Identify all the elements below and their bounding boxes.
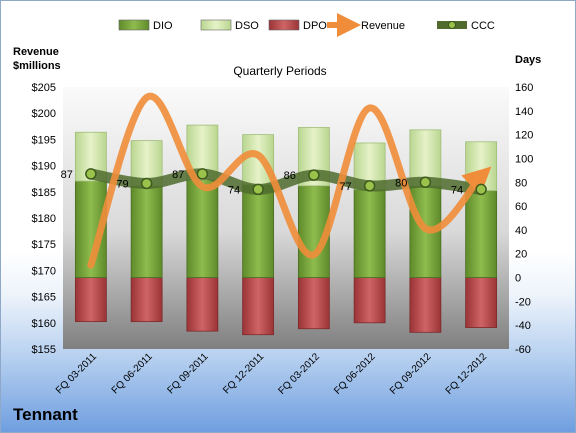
ccc-point (308, 169, 320, 181)
legend-label-dio: DIO (153, 20, 173, 32)
left-tick-label: $165 (32, 292, 56, 304)
dpo-bar (130, 277, 163, 323)
left-tick-label: $195 (32, 134, 56, 146)
x-tick-label: FQ 12-2012 (444, 351, 490, 397)
dpo-bar (186, 277, 219, 332)
x-tick-label: FQ 06-2012 (332, 351, 378, 397)
x-tick-label: FQ 06-2011 (110, 351, 155, 396)
legend-label-revenue: Revenue (361, 20, 405, 32)
legend-swatch-dio (118, 19, 150, 31)
dpo-bar (297, 277, 330, 330)
ccc-data-label: 74 (451, 184, 463, 196)
x-tick-label: FQ 03-2012 (276, 351, 322, 397)
ccc-point (196, 168, 209, 180)
ccc-data-label: 77 (339, 181, 351, 193)
x-tick-label: FQ 09-2011 (166, 351, 211, 396)
dpo-bar (242, 277, 275, 336)
right-tick-label: -20 (515, 296, 531, 308)
ccc-point (252, 183, 264, 196)
left-tick-label: $190 (32, 161, 56, 173)
right-tick-label: 160 (515, 82, 533, 94)
left-tick-label: $180 (32, 213, 56, 225)
left-tick-label: $170 (32, 265, 56, 277)
dio-bar (130, 185, 163, 278)
legend: DIO DSO DPO Revenue CCC (118, 13, 495, 37)
x-tick-label: FQ 12-2011 (221, 351, 266, 396)
ccc-point (85, 168, 97, 180)
legend-label-dso: DSO (235, 20, 259, 32)
chart-title: Quarterly Periods (233, 64, 326, 78)
dio-bar (186, 179, 219, 278)
right-tick-label: 0 (515, 273, 521, 285)
ccc-data-label: 80 (395, 177, 407, 189)
dpo-bar (74, 277, 107, 323)
legend-swatch-dso (200, 19, 232, 31)
dio-bar (465, 190, 498, 278)
ccc-point (363, 180, 376, 192)
left-axis-ticks: $155 $160 $165 $170 $175 $180 $185 $190 $195 $200… (32, 82, 56, 356)
company-name: Tennant (13, 405, 78, 424)
right-tick-label: 40 (515, 225, 527, 237)
right-axis-label: Days (515, 54, 541, 66)
right-tick-label: 120 (515, 130, 533, 142)
left-tick-label: $205 (32, 82, 56, 94)
ccc-data-label: 74 (228, 184, 240, 196)
dio-bar (242, 184, 275, 278)
ccc-data-label: 86 (284, 170, 296, 182)
x-tick-label: FQ 09-2012 (388, 351, 434, 397)
right-tick-label: 60 (515, 201, 527, 213)
left-axis-label: Revenue $millions (13, 46, 61, 72)
ccc-data-label: 79 (116, 178, 128, 190)
legend-label-ccc: CCC (471, 20, 495, 32)
x-tick-label: FQ 03-2011 (54, 351, 99, 396)
right-tick-label: 80 (515, 177, 527, 189)
ccc-point (140, 177, 153, 190)
dso-bar (409, 129, 442, 187)
ccc-point (419, 176, 432, 189)
dpo-bar (465, 277, 498, 328)
right-tick-label: 20 (515, 249, 527, 261)
lines-layer: 87 79 87 74 86 77 80 74 (61, 92, 492, 269)
dpo-bar (409, 277, 442, 333)
x-axis-ticks: FQ 03-2011 FQ 06-2011 FQ 09-2011 FQ 12-2011… (54, 351, 490, 397)
left-tick-label: $185 (32, 187, 56, 199)
left-tick-label: $200 (32, 108, 56, 120)
legend-marker-ccc (448, 21, 456, 29)
right-tick-label: -60 (515, 344, 531, 356)
left-tick-label: $175 (32, 239, 56, 251)
legend-swatch-dpo (268, 19, 300, 31)
ccc-point (475, 183, 487, 196)
left-tick-label: $155 (32, 344, 56, 356)
legend-label-dpo: DPO (303, 20, 327, 32)
right-tick-label: -40 (515, 320, 531, 332)
ccc-data-label: 87 (61, 169, 73, 181)
left-tick-label: $160 (32, 318, 56, 330)
right-tick-label: 100 (515, 153, 533, 165)
ccc-data-label: 87 (172, 169, 184, 181)
dio-bar (353, 189, 386, 278)
revenue-line (87, 92, 492, 269)
right-tick-label: 140 (515, 106, 533, 118)
dpo-bar (353, 277, 386, 324)
right-axis-ticks: -60 -40 -20 0 20 40 60 80 100 120 140 160 (515, 82, 533, 356)
